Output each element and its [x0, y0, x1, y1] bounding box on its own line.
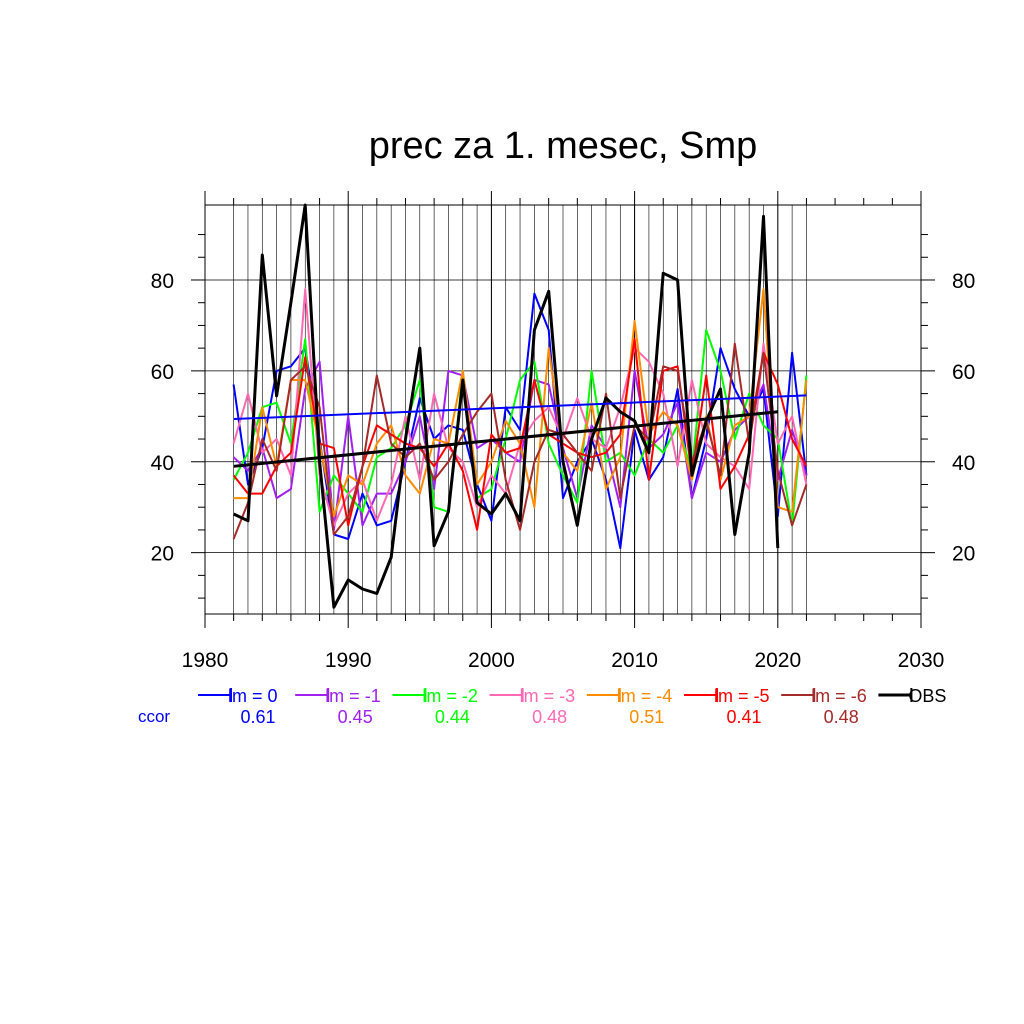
- ccor-value-4: 0.51: [629, 707, 664, 727]
- x-tick-label: 2020: [754, 649, 801, 672]
- x-tick-label: 1980: [182, 649, 229, 672]
- ccor-value-5: 0.41: [726, 707, 761, 727]
- legend-label-5: lm = -5: [714, 686, 770, 706]
- legend-label-4: lm = -4: [617, 686, 673, 706]
- legend-label-0: lm = 0: [228, 686, 278, 706]
- y-tick-label-left: 40: [151, 452, 174, 475]
- plot-frame: [204, 204, 922, 615]
- x-tick-label: 2010: [611, 649, 658, 672]
- legend-label-6: lm = -6: [811, 686, 867, 706]
- legend-label-7: OBS: [908, 686, 946, 706]
- y-tick-label-left: 60: [151, 361, 174, 384]
- ccor-value-6: 0.48: [824, 707, 859, 727]
- y-tick-label-right: 40: [952, 452, 975, 475]
- chart-title: prec za 1. mesec, Smp: [369, 125, 758, 167]
- legend-label-1: lm = -1: [325, 686, 381, 706]
- y-tick-label-left: 20: [151, 543, 174, 566]
- x-tick-label: 1990: [325, 649, 372, 672]
- ccor-value-3: 0.48: [532, 707, 567, 727]
- y-tick-label-left: 80: [151, 270, 174, 293]
- ccor-value-0: 0.61: [240, 707, 275, 727]
- ccor-value-1: 0.45: [338, 707, 373, 727]
- y-tick-label-right: 80: [952, 270, 975, 293]
- ccor-value-2: 0.44: [435, 707, 470, 727]
- series-line-7: [232, 203, 780, 609]
- y-tick-label-right: 60: [952, 361, 975, 384]
- series-line-1: [232, 360, 808, 531]
- trend-line-0: [233, 394, 807, 421]
- y-tick-label-right: 20: [952, 543, 975, 566]
- legend-label-3: lm = -3: [520, 686, 576, 706]
- legend: ccor lm = 00.61 lm = -10.45 lm = -20.44 lm …: [138, 686, 946, 727]
- x-tick-label: 2030: [898, 649, 945, 672]
- x-tick-label: 2000: [468, 649, 515, 672]
- legend-label-2: lm = -2: [422, 686, 478, 706]
- trend-line-7: [233, 410, 778, 468]
- series-layer: [232, 203, 808, 609]
- ccor-label: ccor: [138, 707, 170, 726]
- series-line-6: [232, 342, 808, 540]
